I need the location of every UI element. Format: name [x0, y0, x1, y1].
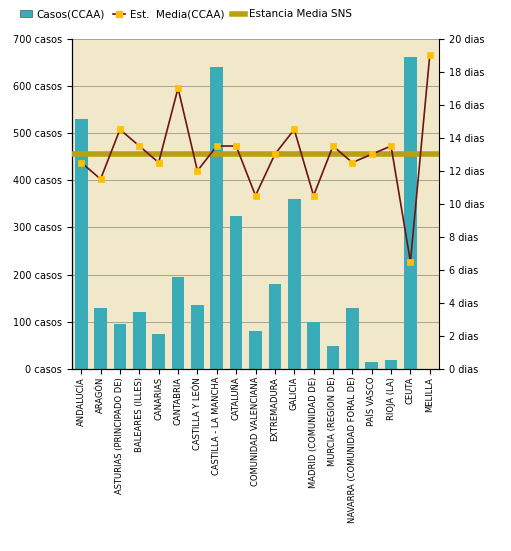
Bar: [95, 308, 107, 369]
Bar: [230, 215, 242, 369]
Bar: [346, 308, 359, 369]
Bar: [75, 119, 87, 369]
Bar: [404, 57, 416, 369]
Bar: [288, 199, 300, 369]
Bar: [385, 360, 398, 369]
Bar: [152, 334, 165, 369]
Bar: [191, 305, 204, 369]
Bar: [327, 345, 339, 369]
Bar: [133, 312, 146, 369]
Bar: [249, 331, 262, 369]
Bar: [269, 284, 281, 369]
Legend: Casos(CCAA), Est.  Media(CCAA), Estancia Media SNS: Casos(CCAA), Est. Media(CCAA), Estancia …: [15, 5, 356, 24]
Bar: [365, 362, 378, 369]
Bar: [113, 325, 126, 369]
Bar: [211, 67, 223, 369]
Bar: [172, 277, 184, 369]
Bar: [307, 322, 320, 369]
